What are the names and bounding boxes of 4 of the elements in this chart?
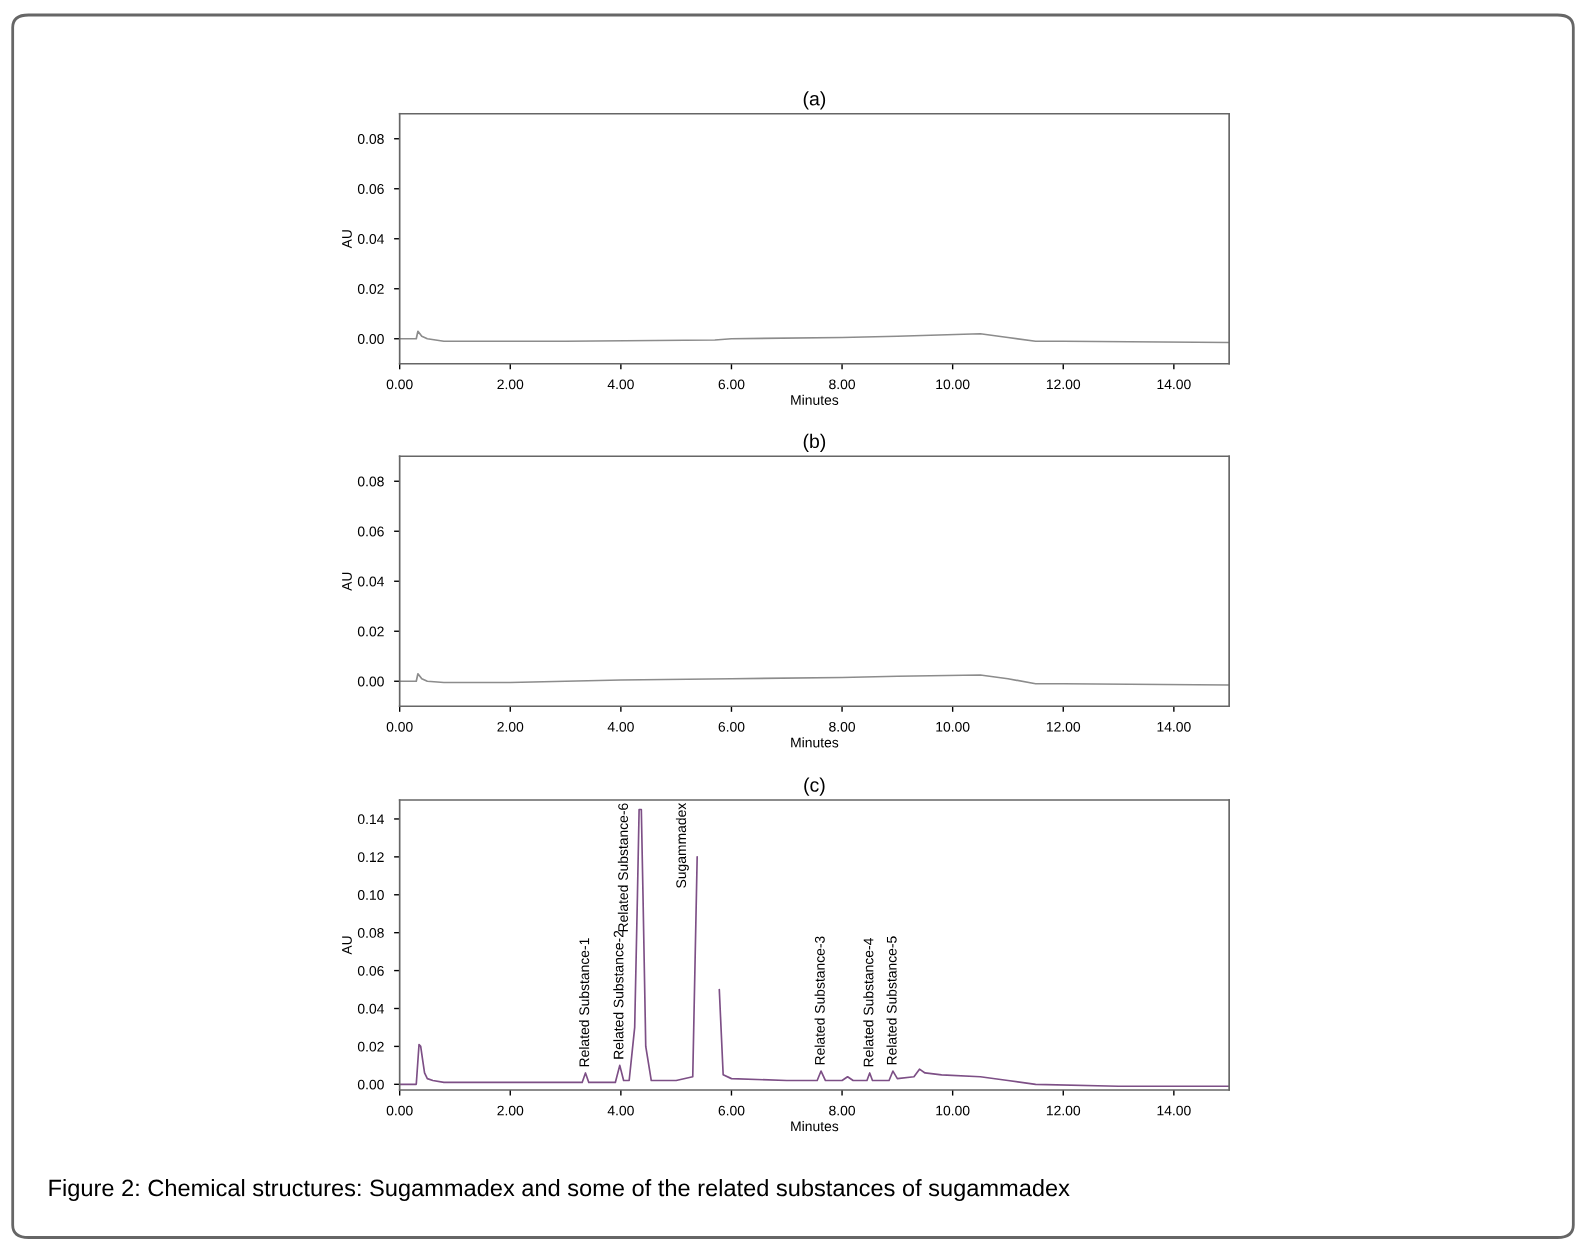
- chart-title: (a): [803, 91, 826, 110]
- chart-title: (c): [804, 777, 825, 796]
- chart-title: (b): [803, 433, 826, 452]
- caption: Figure 2: Chemical structures: Sugammadex and some of the related substances of sugammadex: [49, 1178, 1070, 1202]
